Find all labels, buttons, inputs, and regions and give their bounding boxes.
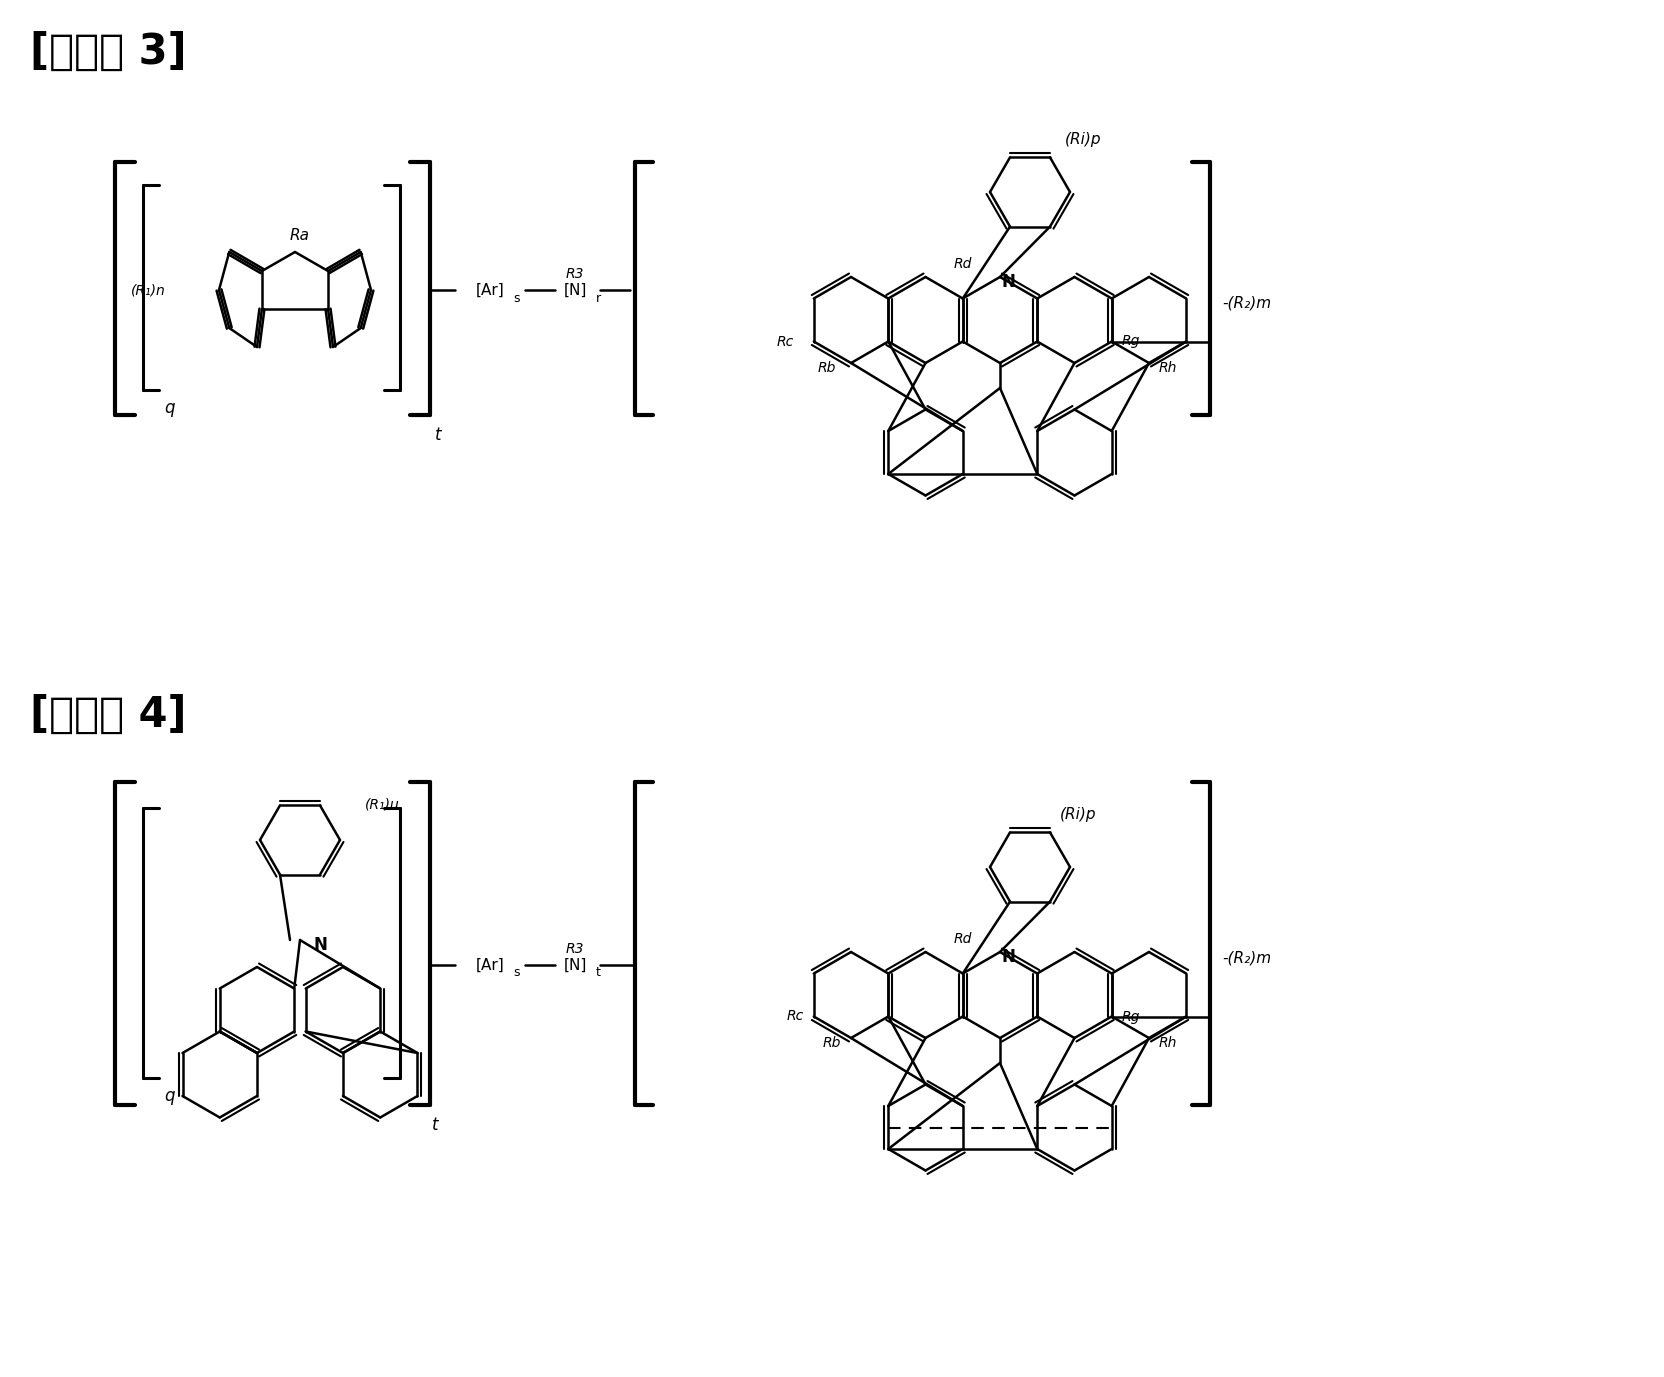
Text: s: s (514, 292, 521, 304)
Text: Rd: Rd (953, 257, 972, 271)
Text: (R₁)n: (R₁)n (131, 284, 165, 297)
Text: Ra: Ra (290, 229, 310, 244)
Text: [N]: [N] (564, 957, 587, 972)
Text: t: t (596, 967, 601, 979)
Text: (Ri)p: (Ri)p (1060, 807, 1097, 822)
Text: -(R₂)m: -(R₂)m (1221, 950, 1271, 965)
Text: (R₁)u: (R₁)u (364, 799, 399, 812)
Text: t: t (431, 1115, 438, 1135)
Text: Rc: Rc (787, 1009, 804, 1023)
Text: N: N (1002, 947, 1015, 967)
Text: Rb: Rb (822, 1036, 840, 1051)
Text: Rc: Rc (777, 335, 794, 348)
Text: Rh: Rh (1158, 1036, 1178, 1051)
Text: r: r (596, 292, 601, 304)
Text: q: q (163, 1086, 175, 1104)
Text: [化学式 3]: [化学式 3] (30, 32, 186, 73)
Text: N: N (1002, 273, 1015, 291)
Text: R3: R3 (566, 267, 584, 281)
Text: -(R₂)m: -(R₂)m (1221, 296, 1271, 310)
Text: R3: R3 (566, 942, 584, 956)
Text: [N]: [N] (564, 282, 587, 297)
Text: Rg: Rg (1122, 1009, 1140, 1023)
Text: Rg: Rg (1122, 335, 1140, 348)
Text: [Ar]: [Ar] (476, 282, 504, 297)
Text: N: N (313, 936, 326, 954)
Text: Rd: Rd (953, 932, 972, 946)
Text: (Ri)p: (Ri)p (1065, 132, 1102, 147)
Text: t: t (434, 425, 441, 443)
Text: q: q (163, 399, 175, 417)
Text: s: s (514, 967, 521, 979)
Text: [化学式 4]: [化学式 4] (30, 694, 186, 735)
Text: Rh: Rh (1158, 361, 1178, 375)
Text: [Ar]: [Ar] (476, 957, 504, 972)
Text: Rb: Rb (817, 361, 835, 375)
